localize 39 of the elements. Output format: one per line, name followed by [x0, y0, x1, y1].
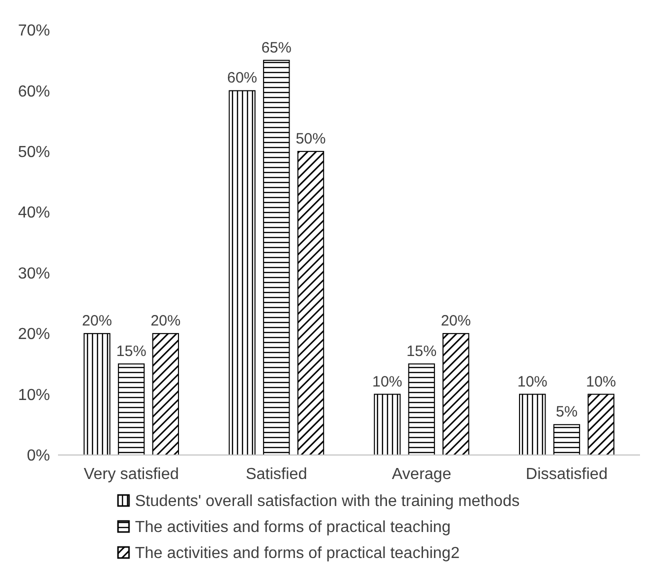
legend-label: The activities and forms of practical teaching	[135, 519, 451, 536]
text: 5%	[556, 404, 578, 421]
bar	[408, 363, 435, 456]
text: 20%	[82, 312, 112, 330]
y-tick-label: 30%	[18, 265, 50, 282]
y-tick-label: 50%	[18, 144, 50, 162]
bar	[84, 333, 110, 456]
x-tick-label: Very satisfied	[84, 466, 179, 483]
x-tick-label: Dissatisfied	[526, 466, 608, 483]
text: 10%	[586, 373, 616, 390]
y-tick-label: 0%	[26, 448, 50, 465]
y-tick-label: 60%	[18, 83, 50, 100]
y-tick-label: 40%	[18, 204, 50, 222]
bar	[588, 394, 614, 456]
bar	[442, 333, 470, 456]
text: 15%	[406, 342, 437, 360]
legend-label: Students' overall satisfaction with the training methods	[135, 493, 520, 510]
text: 15%	[116, 342, 146, 360]
bar	[152, 333, 179, 456]
text: 10%	[372, 373, 402, 390]
bar	[553, 424, 580, 456]
bar	[263, 60, 290, 456]
text: 60%	[227, 70, 258, 87]
x-tick-label: Average	[392, 466, 452, 483]
y-tick-label: 70%	[18, 22, 50, 40]
text: 20%	[440, 312, 471, 330]
text: 10%	[517, 373, 548, 390]
legend-label: The activities and forms of practical teaching2	[135, 545, 460, 562]
text: 65%	[261, 39, 292, 56]
text: 50%	[296, 130, 326, 148]
bar	[374, 394, 401, 456]
y-tick-label: 20%	[18, 326, 50, 344]
bar	[519, 394, 546, 456]
bar	[228, 90, 256, 456]
text: 20%	[150, 312, 181, 330]
bar	[297, 150, 324, 456]
bar	[118, 363, 145, 456]
y-tick-label: 10%	[18, 386, 50, 404]
x-tick-label: Satisfied	[246, 466, 308, 483]
